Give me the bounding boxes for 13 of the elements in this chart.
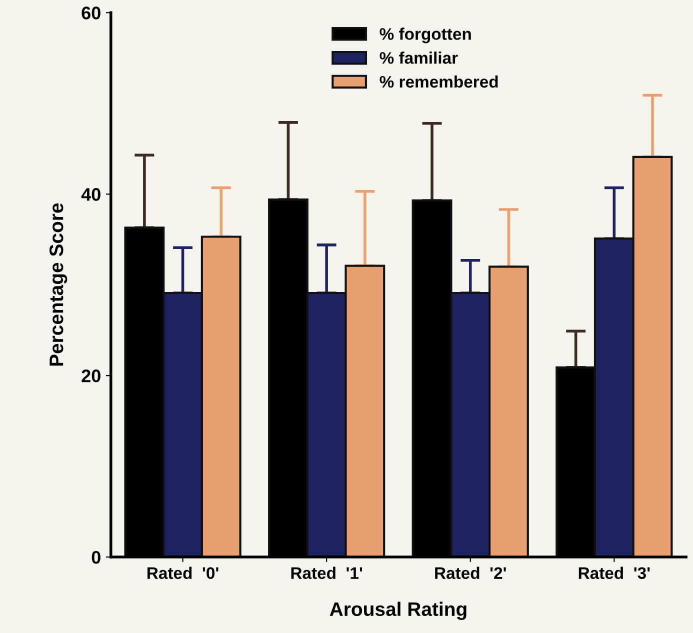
legend-label: % familiar — [380, 52, 458, 64]
x-tick-label: Rated '1' — [291, 566, 362, 580]
x-axis-title: Arousal Rating — [330, 602, 466, 620]
y-axis-title: Percentage Score — [49, 203, 68, 366]
y-tick-label: 20 — [82, 370, 100, 382]
y-tick-label: 0 — [92, 550, 100, 564]
x-tick-label: Rated '2' — [435, 566, 506, 580]
legend-label: % remembered — [380, 75, 498, 88]
y-tick-label: 60 — [82, 6, 100, 20]
x-tick-label: Rated '0' — [148, 566, 218, 580]
x-tick-label: Rated '3' — [578, 566, 650, 580]
legend-label: % forgotten — [380, 28, 471, 44]
y-tick-label: 40 — [81, 188, 100, 201]
